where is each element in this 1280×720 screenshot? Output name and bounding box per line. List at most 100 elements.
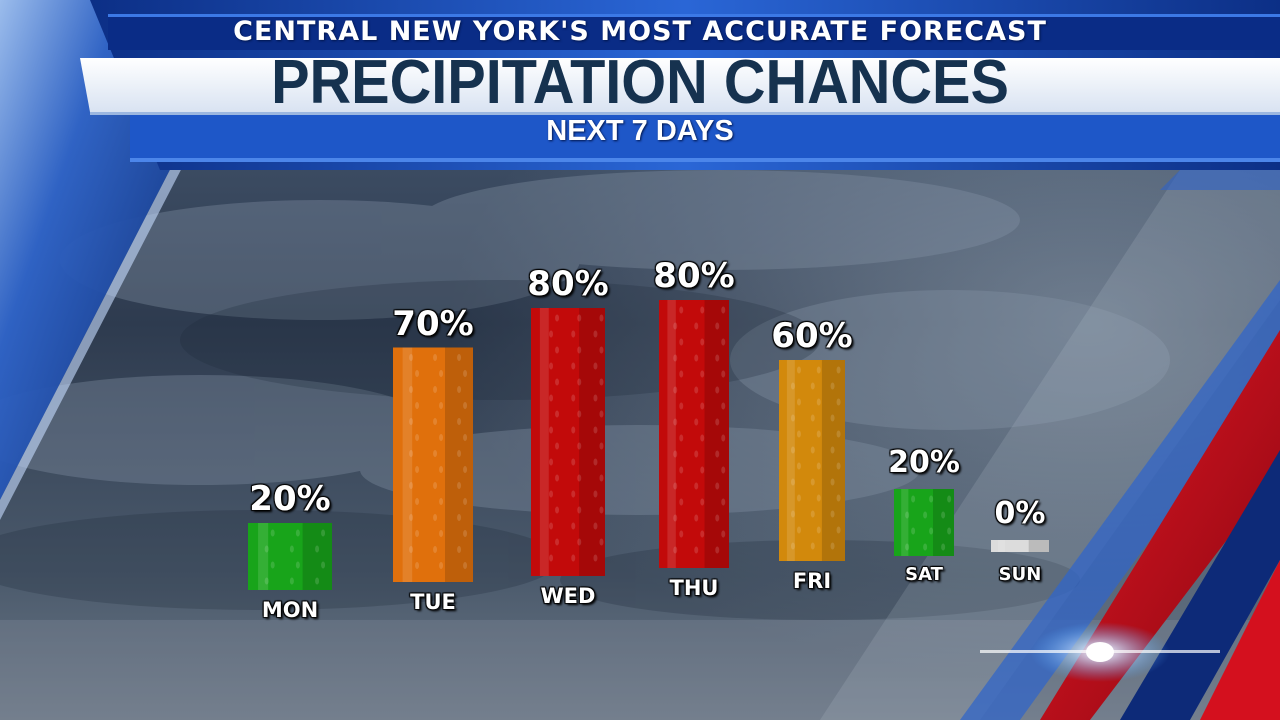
bar-shade <box>933 489 954 556</box>
raindrop-texture <box>830 510 835 518</box>
raindrop-texture <box>577 314 582 322</box>
raindrop-texture <box>415 562 420 569</box>
raindrop-texture <box>593 490 598 498</box>
bar-shade <box>579 308 605 576</box>
value-label-mon: 20% <box>249 479 331 519</box>
bar-sat <box>894 489 954 556</box>
raindrop-texture <box>941 511 946 519</box>
value-label-wed: 80% <box>527 264 609 304</box>
raindrop-texture <box>555 346 560 354</box>
raindrop-texture <box>571 362 576 370</box>
raindrop-texture <box>830 414 835 422</box>
raindrop-texture <box>463 498 468 505</box>
raindrop-texture <box>796 366 801 374</box>
bar-highlight <box>786 360 795 561</box>
raindrop-texture <box>836 398 841 406</box>
raindrop-texture <box>577 410 582 418</box>
raindrop-texture <box>463 434 468 441</box>
raindrop-texture <box>796 494 801 502</box>
raindrop-texture <box>700 306 705 314</box>
period-label: NEXT 7 DAYS <box>546 115 734 147</box>
raindrop-texture <box>694 546 699 554</box>
raindrop-texture <box>264 545 269 553</box>
raindrop-texture <box>816 398 821 406</box>
raindrop-texture <box>549 394 554 402</box>
raindrop-texture <box>577 538 582 546</box>
bar-highlight <box>402 347 413 582</box>
raindrop-texture <box>415 434 420 441</box>
raindrop-texture <box>796 430 801 438</box>
day-label-thu: THU <box>669 576 719 600</box>
raindrop-texture <box>593 426 598 434</box>
raindrop-texture <box>571 426 576 434</box>
raindrop-texture <box>463 466 468 473</box>
raindrop-texture <box>836 462 841 470</box>
bar-body <box>659 300 729 568</box>
raindrop-texture <box>593 458 598 466</box>
raindrop-texture <box>433 546 438 553</box>
raindrop-texture <box>673 386 678 394</box>
raindrop-texture <box>694 482 699 490</box>
raindrop-texture <box>721 530 726 538</box>
raindrop-texture <box>796 526 801 534</box>
raindrop-texture <box>673 450 678 458</box>
raindrop-texture <box>700 466 705 474</box>
raindrop-texture <box>463 530 468 537</box>
raindrop-texture <box>571 554 576 562</box>
bar-highlight <box>901 489 909 556</box>
raindrop-texture <box>673 482 678 490</box>
raindrop-texture <box>911 527 916 535</box>
raindrop-texture <box>830 382 835 390</box>
raindrop-texture <box>599 442 604 450</box>
raindrop-texture <box>433 450 438 457</box>
raindrop-texture <box>439 370 444 377</box>
bar-sun <box>991 540 1049 552</box>
raindrop-texture <box>409 386 414 393</box>
raindrop-texture <box>433 514 438 521</box>
value-label-thu: 80% <box>653 256 735 296</box>
raindrop-texture <box>679 434 684 442</box>
raindrop-texture <box>905 543 910 551</box>
raindrop-texture <box>790 478 795 486</box>
raindrop-texture <box>700 402 705 410</box>
raindrop-texture <box>836 494 841 502</box>
raindrop-texture <box>673 514 678 522</box>
raindrop-texture <box>315 545 320 553</box>
raindrop-texture <box>721 434 726 442</box>
raindrop-texture <box>463 370 468 377</box>
raindrop-texture <box>593 394 598 402</box>
raindrop-texture <box>790 382 795 390</box>
bar-body <box>779 360 845 561</box>
raindrop-texture <box>599 314 604 322</box>
raindrop-texture <box>790 542 795 550</box>
raindrop-texture <box>577 506 582 514</box>
raindrop-texture <box>715 322 720 330</box>
raindrop-texture <box>905 511 910 519</box>
raindrop-texture <box>810 414 815 422</box>
raindrop-texture <box>599 378 604 386</box>
raindrop-texture <box>439 434 444 441</box>
raindrop-texture <box>679 498 684 506</box>
raindrop-texture <box>700 370 705 378</box>
raindrop-texture <box>911 495 916 503</box>
raindrop-texture <box>457 514 462 521</box>
raindrop-texture <box>790 446 795 454</box>
raindrop-texture <box>549 458 554 466</box>
day-label-sat: SAT <box>905 564 943 585</box>
raindrop-texture <box>830 542 835 550</box>
raindrop-texture <box>810 382 815 390</box>
raindrop-texture <box>694 354 699 362</box>
raindrop-texture <box>836 526 841 534</box>
raindrop-texture <box>836 366 841 374</box>
station-subtitle: CENTRAL NEW YORK'S MOST ACCURATE FORECAS… <box>233 16 1047 47</box>
raindrop-texture <box>409 482 414 489</box>
raindrop-texture <box>433 482 438 489</box>
raindrop-texture <box>593 554 598 562</box>
raindrop-texture <box>679 466 684 474</box>
raindrop-texture <box>715 418 720 426</box>
raindrop-texture <box>790 414 795 422</box>
raindrop-texture <box>810 478 815 486</box>
raindrop-texture <box>721 306 726 314</box>
raindrop-texture <box>289 577 294 585</box>
